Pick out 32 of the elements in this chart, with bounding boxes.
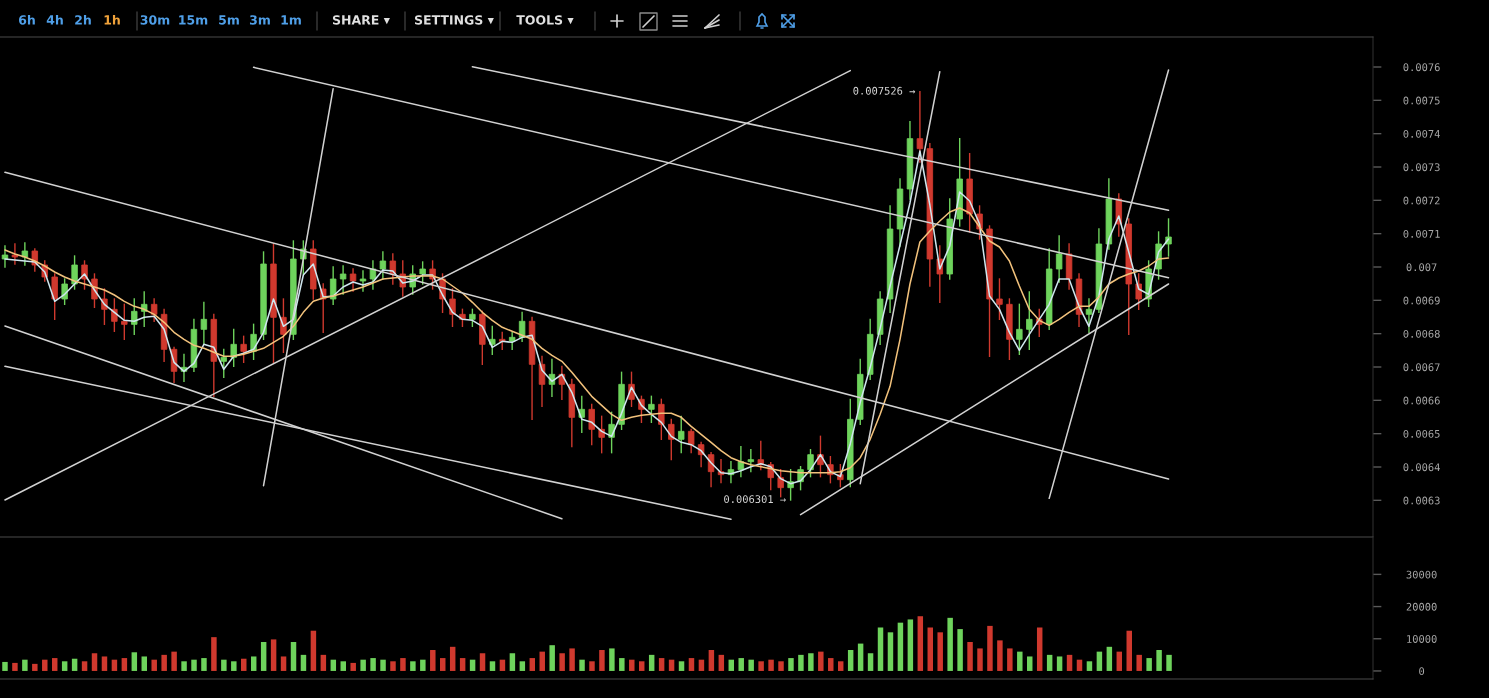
text: 1m bbox=[281, 15, 301, 25]
text: 30m bbox=[140, 15, 170, 25]
text: SHARE ▾ bbox=[332, 15, 390, 25]
annotation: 0.006301 → bbox=[724, 495, 786, 504]
y-tick-label: 0.0069 bbox=[1403, 296, 1440, 305]
y-tick-label: 0.0067 bbox=[1403, 363, 1440, 372]
y-tick-label: 0.0068 bbox=[1403, 329, 1440, 338]
y-tick-label: 10000 bbox=[1407, 635, 1437, 643]
y-tick-label: 0.0064 bbox=[1403, 463, 1440, 472]
text: 3m bbox=[249, 15, 270, 25]
y-tick-label: 0 bbox=[1419, 667, 1425, 676]
y-tick-label: 0.0071 bbox=[1403, 229, 1440, 238]
annotation: 0.007526 → bbox=[853, 86, 916, 95]
text: SETTINGS ▾ bbox=[414, 15, 494, 25]
y-tick-label: 20000 bbox=[1406, 602, 1437, 611]
y-tick-label: 30000 bbox=[1406, 570, 1437, 579]
text: 1h bbox=[104, 14, 120, 25]
y-tick-label: 0.007 bbox=[1406, 263, 1437, 272]
y-tick-label: 0.0074 bbox=[1403, 129, 1440, 138]
text: 2h bbox=[75, 14, 91, 25]
y-tick-label: 0.0063 bbox=[1403, 496, 1440, 505]
y-tick-label: 0.0065 bbox=[1403, 429, 1440, 438]
y-tick-label: 0.0073 bbox=[1403, 163, 1440, 172]
y-tick-label: 0.0076 bbox=[1403, 63, 1440, 72]
y-tick-label: 0.0072 bbox=[1403, 196, 1440, 205]
text: TOOLS ▾ bbox=[516, 15, 574, 25]
y-tick-label: 0.0066 bbox=[1403, 396, 1440, 405]
text: 15m bbox=[179, 15, 208, 25]
text: 5m bbox=[219, 15, 239, 25]
text: 4h bbox=[46, 14, 63, 25]
y-tick-label: 0.0075 bbox=[1403, 96, 1440, 105]
text: 6h bbox=[18, 14, 35, 25]
